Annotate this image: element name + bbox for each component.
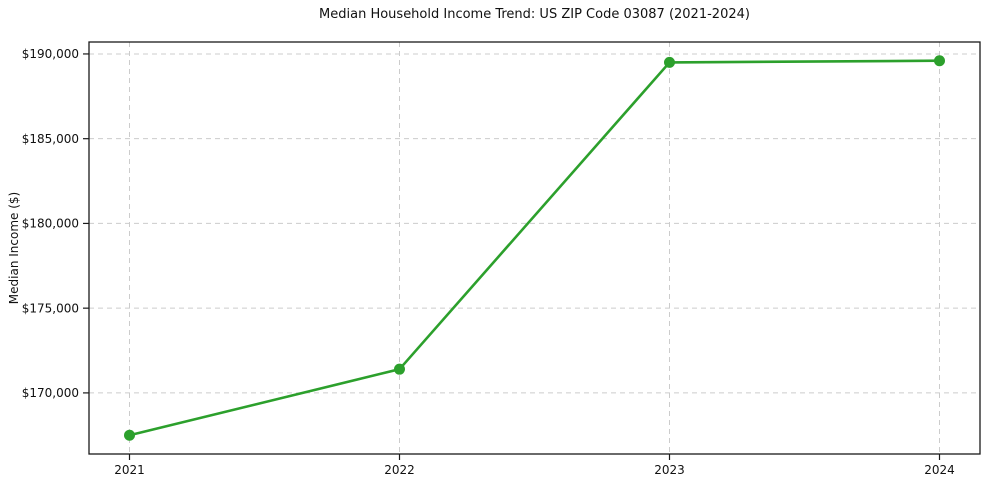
x-tick-label-2023: 2023 xyxy=(654,463,685,477)
trend-line xyxy=(128,59,941,437)
chart-title: Median Household Income Trend: US ZIP Co… xyxy=(319,7,750,22)
y-tick-label-175000: $175,000 xyxy=(22,301,79,315)
y-tick-label-190000: $190,000 xyxy=(22,47,79,61)
y-tick-label-185000: $185,000 xyxy=(22,132,79,146)
y-tick-label-170000: $170,000 xyxy=(22,386,79,400)
data-point-2023 xyxy=(664,56,675,68)
x-tick-label-2024: 2024 xyxy=(924,463,955,477)
data-point-2021 xyxy=(124,429,135,441)
y-tick-label-180000: $180,000 xyxy=(22,217,79,231)
data-point-2024 xyxy=(934,55,945,67)
y-axis-label: Median Income ($) xyxy=(7,191,21,305)
x-tick-label-2021: 2021 xyxy=(114,463,145,477)
x-tick-label-2022: 2022 xyxy=(384,463,415,477)
plot-frame xyxy=(88,41,981,455)
data-point-2022 xyxy=(394,363,405,375)
